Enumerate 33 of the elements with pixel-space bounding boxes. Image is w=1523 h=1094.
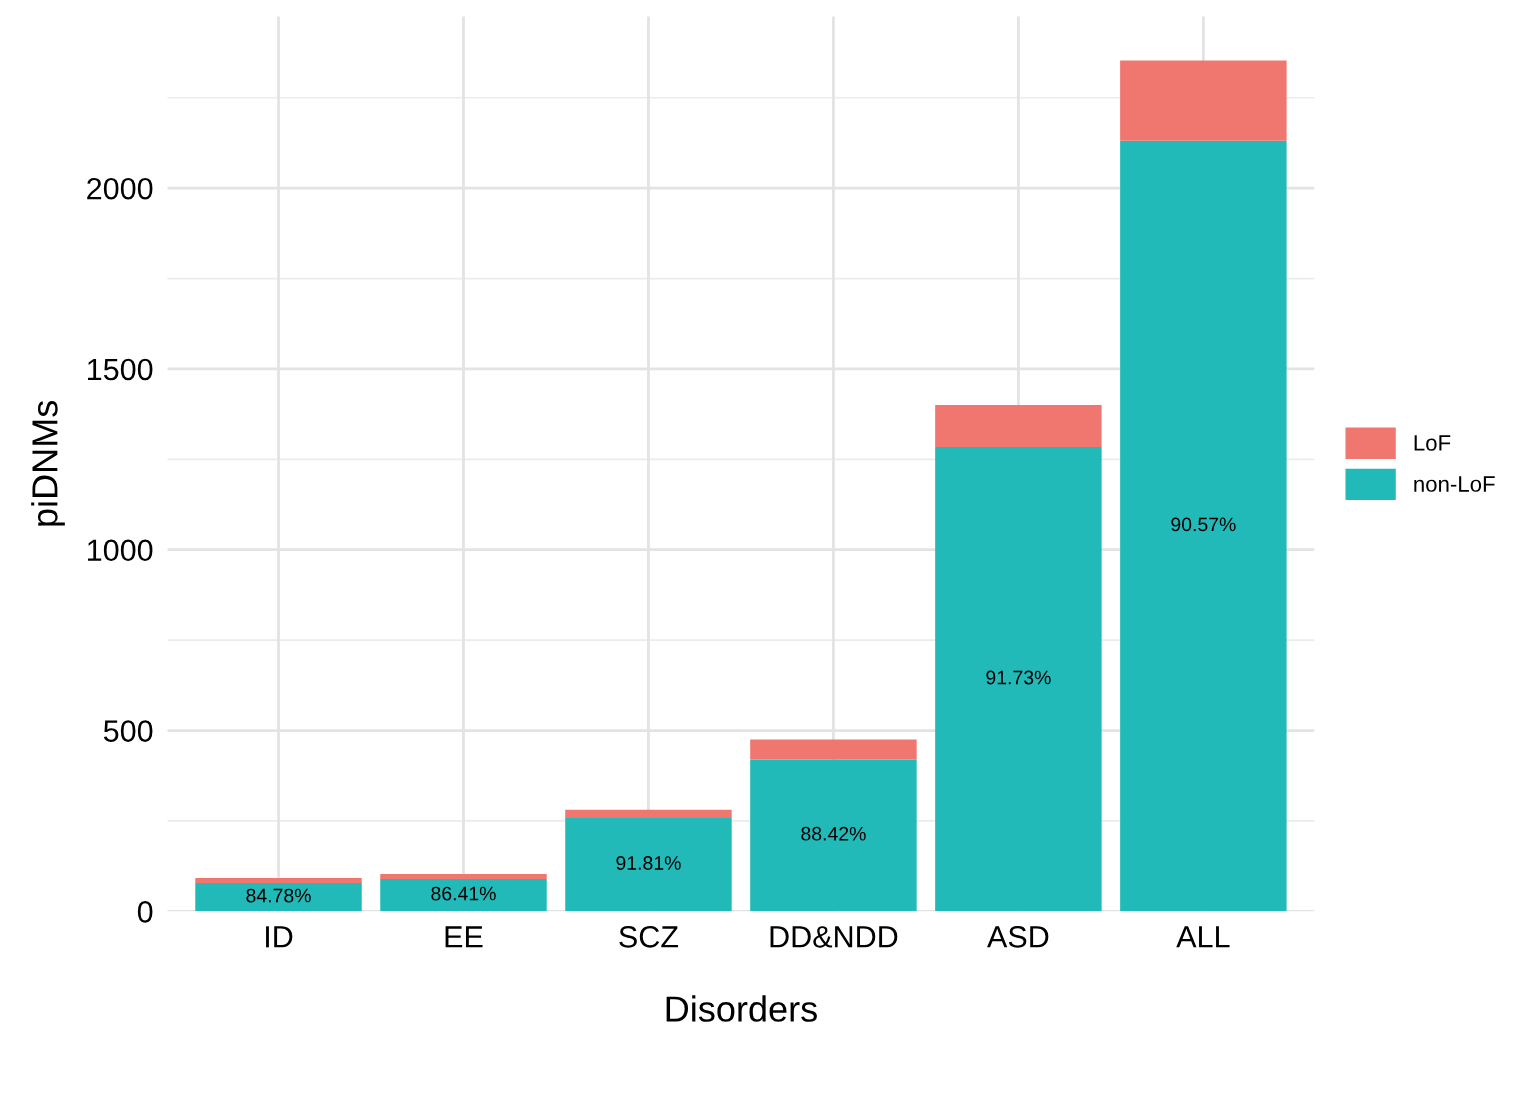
y-tick-label: 1000 xyxy=(88,539,153,562)
annotation: 86.41% xyxy=(431,886,496,901)
bar xyxy=(935,447,1102,912)
x-tick-label: SCZ xyxy=(619,926,679,948)
bar xyxy=(1120,60,1287,141)
x-tick-label: DD&NDD xyxy=(770,926,898,948)
bar xyxy=(380,874,547,880)
x-axis-title: Disorders xyxy=(666,995,817,1022)
bar xyxy=(565,818,732,912)
bar xyxy=(195,878,362,884)
legend-label: LoF xyxy=(1414,435,1451,451)
bar xyxy=(195,883,362,912)
x-tick-label: ASD xyxy=(987,926,1049,948)
x-tick-label: EE xyxy=(445,926,483,948)
x-tick-label: ID xyxy=(266,926,293,948)
y-tick-label: 500 xyxy=(103,720,153,742)
annotation: 88.42% xyxy=(801,826,866,841)
y-axis-title: piDNMs xyxy=(31,400,65,526)
bar xyxy=(750,759,917,912)
annotation: 90.57% xyxy=(1171,517,1236,532)
annotation: 84.78% xyxy=(246,888,311,903)
legend-label: non-LoF xyxy=(1414,476,1495,492)
annotation: 91.81% xyxy=(616,856,681,870)
bar xyxy=(935,405,1102,448)
bar xyxy=(380,879,547,912)
bar xyxy=(1120,140,1287,912)
x-tick-label: ALL xyxy=(1176,926,1230,948)
bar xyxy=(565,809,732,819)
y-tick-label: 0 xyxy=(137,901,153,923)
y-tick-label: 1500 xyxy=(88,358,153,381)
bar xyxy=(750,739,917,760)
annotation: 91.73% xyxy=(986,670,1051,685)
y-tick-label: 2000 xyxy=(87,177,153,200)
